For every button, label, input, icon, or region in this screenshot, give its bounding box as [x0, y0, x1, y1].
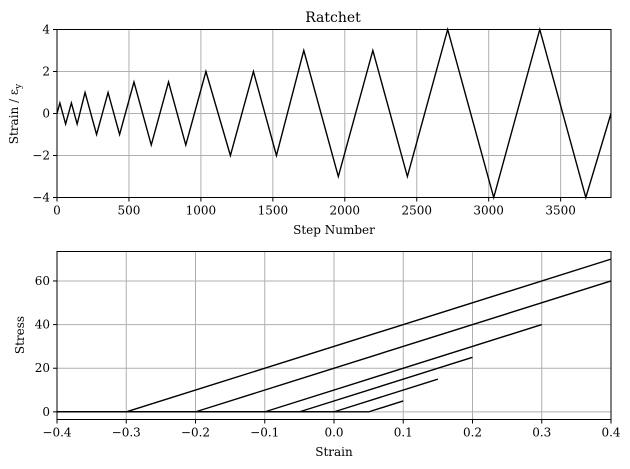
y-tick-label: −4 — [32, 191, 50, 205]
plot-title: Ratchet — [305, 10, 361, 26]
x-tick-label: 3500 — [545, 204, 576, 218]
y-tick-label: 60 — [35, 274, 50, 288]
x-tick-label: 0 — [53, 204, 61, 218]
x-tick-label: 2500 — [401, 204, 432, 218]
tick-group: −0.4 −0.3 −0.2 −0.1 0.0 0.1 0.2 0.3 0.4 0 20 40 60 — [35, 274, 621, 440]
x-tick-label: 0.2 — [463, 426, 482, 440]
y-tick-label: 40 — [35, 318, 50, 332]
series-line — [56, 26, 612, 201]
y-tick-label: 0 — [42, 405, 50, 419]
x-axis-label: Step Number — [293, 223, 375, 237]
y-tick-label: −2 — [32, 149, 50, 163]
y-tick-label: 4 — [42, 23, 50, 37]
x-tick-label: 500 — [117, 204, 140, 218]
y-axis-label-main: Strain / ε — [7, 89, 21, 144]
y-axis-label: Stress — [13, 316, 27, 354]
x-tick-label: −0.2 — [181, 426, 210, 440]
series-group — [56, 26, 612, 201]
y-tick-label: 0 — [42, 107, 50, 121]
x-tick-label: −0.3 — [112, 426, 141, 440]
series-line — [57, 258, 612, 413]
x-tick-label: 1500 — [258, 204, 289, 218]
x-tick-label: −0.1 — [250, 426, 279, 440]
x-tick-label: 0.1 — [394, 426, 413, 440]
series-group — [57, 258, 612, 413]
x-tick-label: 2000 — [330, 204, 361, 218]
y-axis-label-subscript: y — [14, 83, 24, 90]
x-tick-label: 0.4 — [601, 426, 620, 440]
tick-group: 0 500 1000 1500 2000 2500 3000 3500 −4 −2 0 2 4 — [32, 23, 576, 218]
x-tick-label: 3000 — [473, 204, 504, 218]
grid — [56, 251, 612, 420]
grid — [56, 29, 611, 198]
x-tick-label: 1000 — [186, 204, 217, 218]
x-tick-label: 0.0 — [324, 426, 343, 440]
x-tick-label: −0.4 — [42, 426, 72, 440]
y-tick-label: 20 — [35, 361, 50, 375]
strain-history-plot: Ratchet 0 500 1000 1500 2000 2500 3000 3500 −4 −2… — [7, 10, 612, 237]
y-axis-label: Strain / εy — [7, 83, 24, 144]
y-tick-label: 2 — [42, 65, 50, 79]
stress-strain-plot: −0.4 −0.3 −0.2 −0.1 0.0 0.1 0.2 0.3 0.4 0 20 40 60 S… — [13, 251, 621, 459]
x-tick-label: 0.3 — [532, 426, 551, 440]
x-axis-label: Strain — [315, 445, 353, 459]
